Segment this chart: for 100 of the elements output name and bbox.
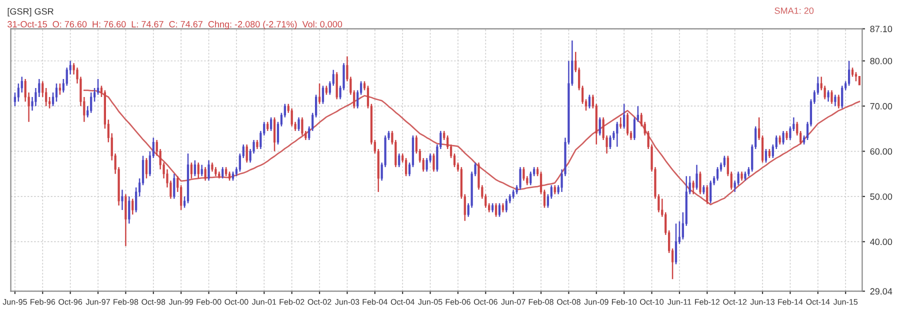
candlestick <box>298 116 300 132</box>
candlestick <box>854 72 858 82</box>
candlestick <box>838 94 840 109</box>
candlestick <box>336 72 338 100</box>
x-tick-label: Jun-97 <box>86 299 110 305</box>
y-tick-label: 70.00 <box>870 103 892 110</box>
x-tick-label: Oct-96 <box>58 299 82 305</box>
candlestick <box>256 139 258 150</box>
x-tick-label: Oct-14 <box>806 299 830 305</box>
y-tick-label: 50.00 <box>870 193 892 200</box>
candlestick <box>14 92 16 107</box>
text: SMA1: 20 <box>774 8 814 14</box>
candlestick <box>522 166 525 182</box>
candlestick <box>222 166 224 180</box>
candlestick <box>58 82 62 96</box>
candlestick <box>90 92 92 114</box>
candlestick <box>492 202 494 213</box>
candlestick <box>128 196 130 224</box>
candlestick <box>42 80 44 98</box>
candlestick <box>48 96 51 109</box>
x-tick-label: Oct-02 <box>308 299 332 305</box>
x-tick-label: Jun-99 <box>168 299 194 305</box>
candlestick <box>699 170 702 195</box>
candlestick <box>20 76 23 94</box>
x-tick-label: Oct-12 <box>723 299 747 305</box>
candlestick <box>786 130 788 141</box>
x-tick-label: Oct-98 <box>142 299 166 305</box>
x-tick-label: Feb-14 <box>778 298 803 305</box>
candlestick <box>246 144 248 164</box>
candlestick <box>190 162 193 180</box>
candlestick <box>404 157 408 177</box>
y-tick-label: 60.00 <box>870 148 892 155</box>
x-tick-label: Feb-06 <box>446 298 470 305</box>
candlestick <box>554 184 556 195</box>
candlestick <box>273 116 276 152</box>
x-tick-label: Jun-03 <box>335 299 360 305</box>
x-tick-label: Oct-04 <box>390 299 414 305</box>
candlestick <box>208 160 210 182</box>
candlestick <box>52 92 54 107</box>
chart-subtitle: 31-Oct-15 O: 76.60 H: 76.60 L: 74.67 C: 74.67 Chng: -2.080 (-2.71%) Vol: 0,000 <box>8 20 342 30</box>
candlestick <box>723 155 726 168</box>
candlestick <box>426 157 428 172</box>
candlestick <box>633 116 636 141</box>
x-tick-label: Feb-98 <box>114 298 138 305</box>
candlestick <box>145 157 148 180</box>
candlestick <box>200 164 203 177</box>
x-tick-label: Feb-00 <box>196 298 222 305</box>
candlestick <box>744 170 746 182</box>
candlestick <box>270 116 272 132</box>
x-tick-label: Feb-08 <box>528 298 554 305</box>
candlestick <box>194 160 196 177</box>
candlestick <box>706 184 708 205</box>
x-tick-label: Jun-13 <box>750 299 774 305</box>
y-tick-label: 80.00 <box>870 58 892 64</box>
x-tick-label: Oct-10 <box>640 299 664 305</box>
x-tick-label: Feb-96 <box>30 298 56 305</box>
candlestick <box>616 121 618 148</box>
candlestick <box>432 152 435 172</box>
candlestick <box>848 60 850 86</box>
candlestick <box>225 166 228 177</box>
candlestick <box>588 94 591 109</box>
candlestick <box>692 180 694 195</box>
candlestick <box>841 85 844 109</box>
x-tick-label: Jun-15 <box>833 299 858 305</box>
x-tick-label: Feb-12 <box>695 298 720 305</box>
y-tick-label: 40.00 <box>870 238 892 246</box>
x-tick-label: Jun-95 <box>2 299 27 305</box>
candlestick <box>121 189 124 211</box>
x-tick-label: Oct-00 <box>224 299 248 305</box>
candlestick <box>764 148 768 164</box>
candlestick <box>135 186 138 213</box>
candlestick <box>266 121 269 132</box>
candlestick <box>512 189 514 200</box>
candlestick <box>598 116 601 136</box>
candlestick <box>626 112 629 136</box>
candlestick <box>830 90 833 104</box>
candlestick <box>498 202 501 218</box>
candlestick <box>827 90 830 102</box>
candlestick <box>623 103 626 130</box>
x-tick-label: Oct-08 <box>557 299 580 305</box>
candlestick <box>232 170 234 182</box>
candlestick <box>710 180 712 204</box>
candlestick <box>530 170 532 186</box>
candlestick <box>290 108 293 128</box>
candlestick <box>674 222 678 265</box>
candlestick <box>782 130 784 146</box>
x-tick-label: Jun-09 <box>584 299 608 305</box>
candlestick <box>834 94 836 107</box>
candlestick <box>519 166 522 190</box>
y-tick-label: 87.10 <box>870 26 892 32</box>
candlestick <box>398 152 400 168</box>
candlestick <box>55 82 58 102</box>
candlestick <box>505 198 508 213</box>
candlestick <box>768 148 771 159</box>
candlestick <box>318 82 321 104</box>
candlestick <box>124 194 127 247</box>
candlestick <box>494 202 498 218</box>
x-tick-label: Feb-02 <box>280 298 304 305</box>
candlestick <box>204 166 206 182</box>
candlestick <box>228 170 231 182</box>
